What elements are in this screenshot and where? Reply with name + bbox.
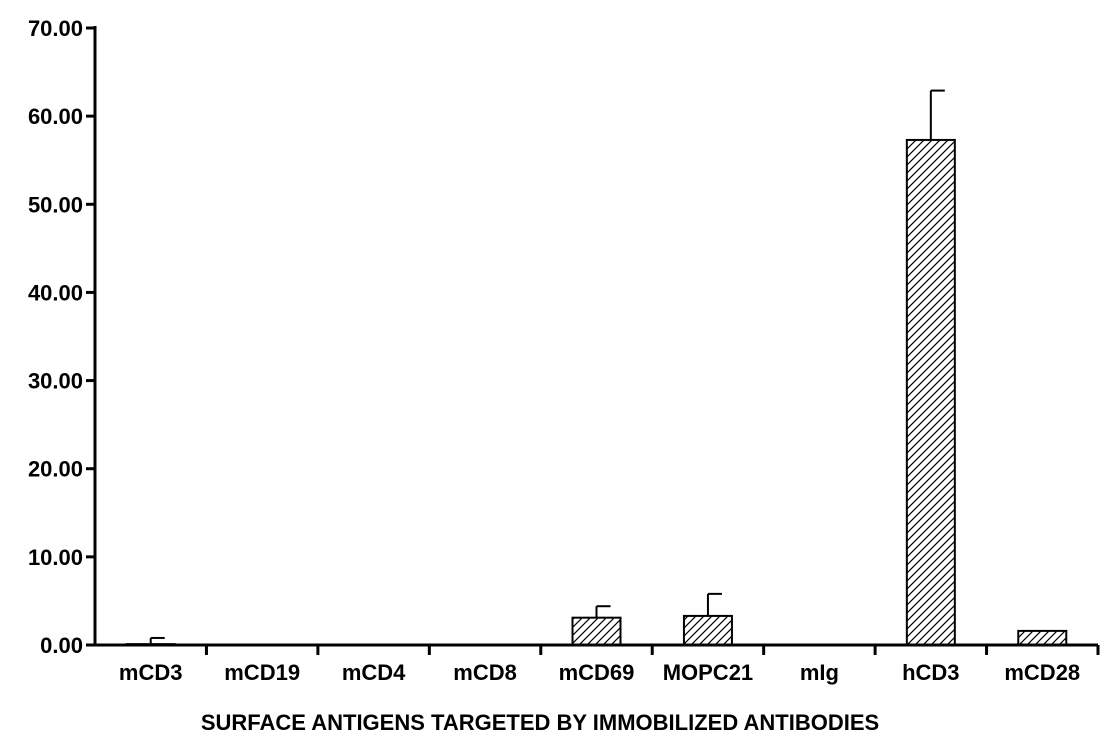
error-bar-hcd3 xyxy=(929,89,945,140)
bars-layer xyxy=(125,138,1068,647)
y-tick-label: 70.00 xyxy=(28,16,83,41)
x-tick-label: mIg xyxy=(800,660,839,685)
bar-mopc21 xyxy=(682,614,733,646)
y-tick-label: 50.00 xyxy=(28,192,83,217)
x-tick-label: MOPC21 xyxy=(663,660,753,685)
x-tick-label: mCD28 xyxy=(1004,660,1080,685)
x-tick-label: mCD4 xyxy=(342,660,406,685)
x-axis-title: SURFACE ANTIGENS TARGETED BY IMMOBILIZED… xyxy=(201,710,879,735)
bar-hcd3 xyxy=(905,138,956,646)
y-tick-label: 0.00 xyxy=(40,633,83,658)
y-tick-label: 10.00 xyxy=(28,545,83,570)
y-tick-label: 20.00 xyxy=(28,457,83,482)
x-tick-label: mCD69 xyxy=(559,660,635,685)
error-bar-mopc21 xyxy=(706,592,722,616)
bar-mcd28 xyxy=(1017,629,1068,647)
axes-layer xyxy=(86,26,1100,655)
y-tick-label: 40.00 xyxy=(28,280,83,305)
bar-mcd69 xyxy=(571,616,622,647)
error-bar-mcd69 xyxy=(595,605,611,618)
x-tick-label: mCD8 xyxy=(453,660,517,685)
labels-layer: 0.00 10.00 20.00 30.00 40.00 50.00 60.00 70.00 m… xyxy=(28,16,1080,685)
y-tick-label: 60.00 xyxy=(28,104,83,129)
y-tick-label: 30.00 xyxy=(28,369,83,394)
error-bar-mcd3 xyxy=(149,636,165,645)
x-tick-label: mCD19 xyxy=(224,660,300,685)
x-tick-label: hCD3 xyxy=(902,660,959,685)
x-tick-label: mCD3 xyxy=(119,660,183,685)
error-bars-layer xyxy=(149,89,945,645)
